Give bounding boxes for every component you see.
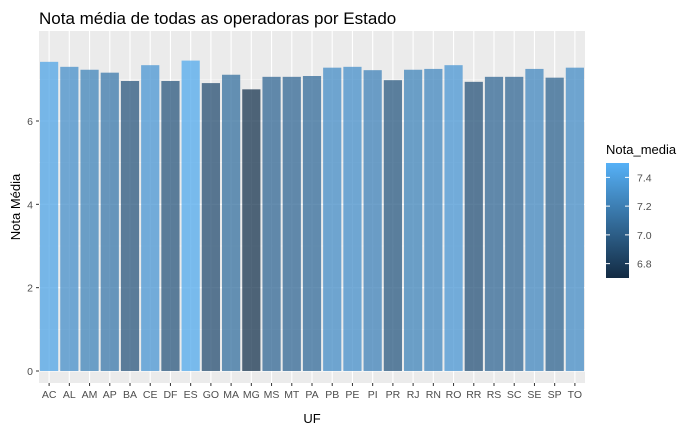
legend-tick-label: 6.8 [637, 259, 652, 271]
x-tick-label: BA [123, 389, 137, 401]
x-tick-label: ES [184, 389, 198, 401]
x-axis-ticks: AC AL AM AP BA CE DF ES GO MA MG MS MT PA PB PE PI PR RJ RN… [42, 383, 582, 401]
bar-pr [383, 80, 402, 372]
bar-mt [282, 76, 301, 371]
x-tick-label: PE [345, 389, 359, 401]
bar-ro [444, 65, 463, 372]
x-tick-label: SC [507, 389, 522, 401]
x-tick-label: AM [82, 389, 98, 401]
legend-tick-label: 7.4 [637, 172, 652, 184]
bar-ma [222, 74, 241, 371]
bar-al [60, 66, 79, 371]
x-tick-label: MG [243, 389, 260, 401]
x-tick-label: PB [325, 389, 339, 401]
bar-pb [323, 67, 342, 372]
x-tick-label: SP [548, 389, 562, 401]
bar-pi [363, 70, 382, 372]
bar-se [525, 68, 544, 372]
x-tick-label: GO [203, 389, 219, 401]
legend-tick-label: 7.0 [637, 230, 652, 242]
bars [40, 60, 584, 372]
bar-rr [464, 81, 483, 371]
legend-colorbar [606, 163, 629, 278]
x-tick-label: PR [386, 389, 401, 401]
bar-rn [424, 68, 443, 372]
x-tick-label: MA [223, 389, 239, 401]
x-tick-label: RJ [407, 389, 420, 401]
x-tick-label: DF [163, 389, 177, 401]
bar-to [565, 67, 584, 372]
bar-es [181, 60, 200, 371]
legend-tick-label: 7.2 [637, 201, 652, 213]
bar-rs [484, 76, 504, 371]
x-tick-label: AP [103, 389, 117, 401]
y-axis-title: Nota Média [8, 173, 23, 240]
x-tick-label: RS [487, 389, 502, 401]
x-tick-label: AC [42, 389, 57, 401]
x-tick-label: RN [426, 389, 441, 401]
legend-ticks: 7.4 7.2 7.0 6.8 [606, 172, 652, 271]
bar-mg [242, 89, 261, 371]
y-tick-label: 0 [27, 366, 33, 378]
x-tick-label: AL [63, 389, 76, 401]
x-tick-label: TO [568, 389, 582, 401]
bar-ap [100, 72, 119, 372]
legend-title: Nota_media [606, 142, 677, 157]
legend: Nota_media 7.4 7.2 7.0 6.8 [606, 142, 677, 278]
x-tick-label: PI [368, 389, 378, 401]
bar-ac [40, 61, 59, 371]
x-tick-label: MS [264, 389, 280, 401]
bar-rj [404, 69, 423, 371]
y-tick-label: 6 [27, 116, 33, 128]
y-tick-label: 2 [27, 283, 33, 295]
x-axis-title: UF [303, 411, 320, 426]
x-tick-label: RO [446, 389, 462, 401]
x-tick-label: MT [284, 389, 300, 401]
bar-ce [141, 65, 160, 372]
bar-pa [302, 76, 322, 371]
bar-pe [343, 66, 362, 371]
chart-title: Nota média de todas as operadoras por Es… [39, 9, 396, 28]
bar-go [201, 83, 220, 371]
x-tick-label: PA [305, 389, 318, 401]
bar-sp [545, 77, 564, 372]
y-tick-label: 4 [27, 199, 33, 211]
y-axis-ticks: 0 2 4 6 [27, 116, 39, 378]
bar-df [161, 81, 180, 371]
bar-ms [262, 76, 281, 371]
x-tick-label: CE [143, 389, 158, 401]
bar-ba [120, 81, 140, 371]
bar-sc [505, 76, 524, 371]
x-tick-label: SE [527, 389, 541, 401]
x-tick-label: RR [466, 389, 482, 401]
bar-am [80, 69, 99, 371]
